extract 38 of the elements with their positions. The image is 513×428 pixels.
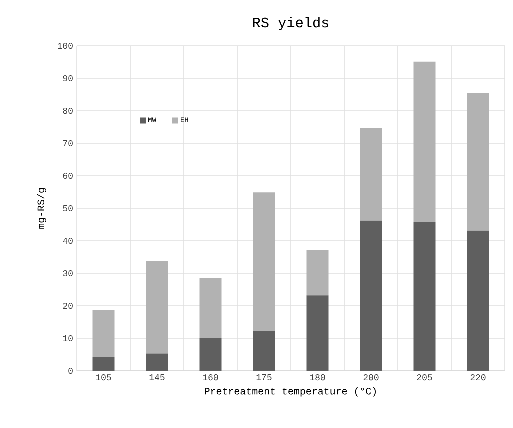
x-tick-label: 220 <box>470 374 486 381</box>
x-tick-label: 145 <box>150 374 165 381</box>
bar <box>146 261 168 354</box>
bar <box>414 222 436 371</box>
bar <box>253 331 276 371</box>
bar <box>414 62 436 222</box>
y-tick-label: 90 <box>63 75 73 82</box>
bar <box>92 357 115 371</box>
y-tick-label: 20 <box>63 302 73 310</box>
y-tick-label: 10 <box>63 335 73 342</box>
bar <box>360 128 382 221</box>
x-tick-label: 175 <box>256 374 272 381</box>
bar <box>360 220 382 371</box>
x-tick-label: 105 <box>96 374 112 381</box>
y-tick-label: 50 <box>63 205 73 212</box>
y-tick-label: 80 <box>63 108 73 114</box>
x-tick-label: 200 <box>364 374 379 381</box>
chart-title: RS yields <box>253 17 329 31</box>
bar <box>467 230 490 371</box>
x-tick-label: 180 <box>310 374 326 381</box>
x-axis-title: Pretreatment temperature (°C) <box>205 387 376 397</box>
bar <box>253 192 276 332</box>
y-axis-title: mg-RS/g <box>37 188 46 229</box>
x-tick-label: 160 <box>203 374 218 381</box>
bar <box>146 354 168 371</box>
bar <box>306 296 329 371</box>
bar <box>92 310 115 358</box>
bar <box>306 250 329 296</box>
y-tick-label: 70 <box>63 140 73 147</box>
y-tick-label: 40 <box>63 238 73 244</box>
bar <box>200 338 222 371</box>
y-tick-label: 30 <box>63 270 73 277</box>
y-tick-label: 0 <box>68 368 73 374</box>
y-tick-label: 60 <box>63 172 73 180</box>
bar <box>200 278 222 338</box>
x-tick-label: 205 <box>417 374 432 381</box>
bar <box>467 93 490 231</box>
y-tick-label: 100 <box>58 42 73 50</box>
